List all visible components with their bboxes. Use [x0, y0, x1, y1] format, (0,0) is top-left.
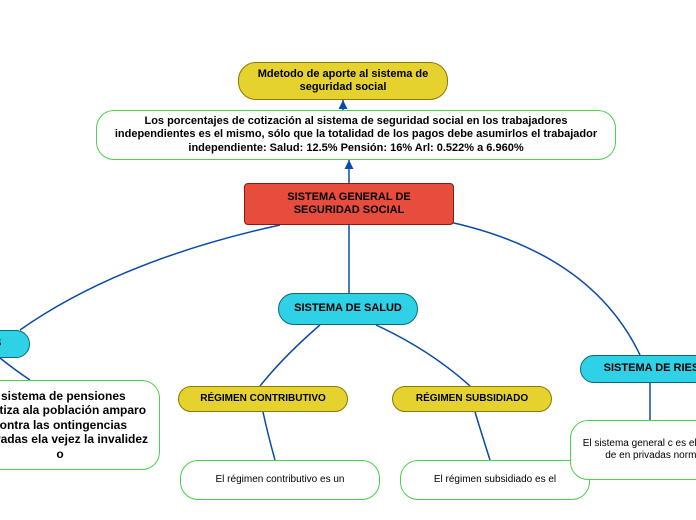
- node-contributivo_desc: El régimen contributivo es un: [180, 460, 380, 500]
- node-label: SISTEMA DE SALUD: [294, 302, 402, 315]
- node-label: El régimen contributivo es un: [216, 474, 345, 486]
- node-salud: SISTEMA DE SALUD: [278, 293, 418, 325]
- node-pensiones_desc: l sistema de pensiones arantiza ala pobl…: [0, 380, 160, 470]
- node-label: El sistema general c es el conjunto de e…: [581, 438, 696, 462]
- node-contributivo: RÉGIMEN CONTRIBUTIVO: [178, 386, 348, 412]
- edge: [376, 325, 470, 386]
- node-metodo: Mdetodo de aporte al sistema de segurida…: [238, 62, 448, 100]
- node-subsidiado_desc: El régimen subsidiado es el: [400, 460, 590, 500]
- node-subsidiado: RÉGIMEN SUBSIDIADO: [392, 386, 552, 412]
- node-label: Los porcentajes de cotización al sistema…: [107, 115, 605, 155]
- node-label: RÉGIMEN CONTRIBUTIVO: [200, 393, 326, 405]
- node-central: SISTEMA GENERAL DE SEGURIDAD SOCIAL: [244, 183, 454, 225]
- node-label: l sistema de pensiones arantiza ala pobl…: [0, 389, 149, 461]
- node-riesgos: SISTEMA DE RIESGO: [580, 355, 696, 383]
- edge: [475, 412, 490, 460]
- edge: [0, 358, 30, 380]
- edge: [20, 225, 280, 330]
- edge: [263, 412, 275, 460]
- edge: [440, 220, 640, 355]
- node-label: SISTEMA GENERAL DE SEGURIDAD SOCIAL: [255, 191, 443, 217]
- node-label: NES: [0, 337, 1, 350]
- edge: [260, 325, 320, 386]
- node-riesgos_desc: El sistema general c es el conjunto de e…: [570, 420, 696, 480]
- node-pensiones: NES: [0, 330, 30, 358]
- node-label: RÉGIMEN SUBSIDIADO: [416, 393, 528, 405]
- node-porcentajes: Los porcentajes de cotización al sistema…: [96, 110, 616, 160]
- node-label: Mdetodo de aporte al sistema de segurida…: [249, 68, 437, 94]
- node-label: SISTEMA DE RIESGO: [604, 362, 696, 375]
- node-label: El régimen subsidiado es el: [434, 474, 556, 486]
